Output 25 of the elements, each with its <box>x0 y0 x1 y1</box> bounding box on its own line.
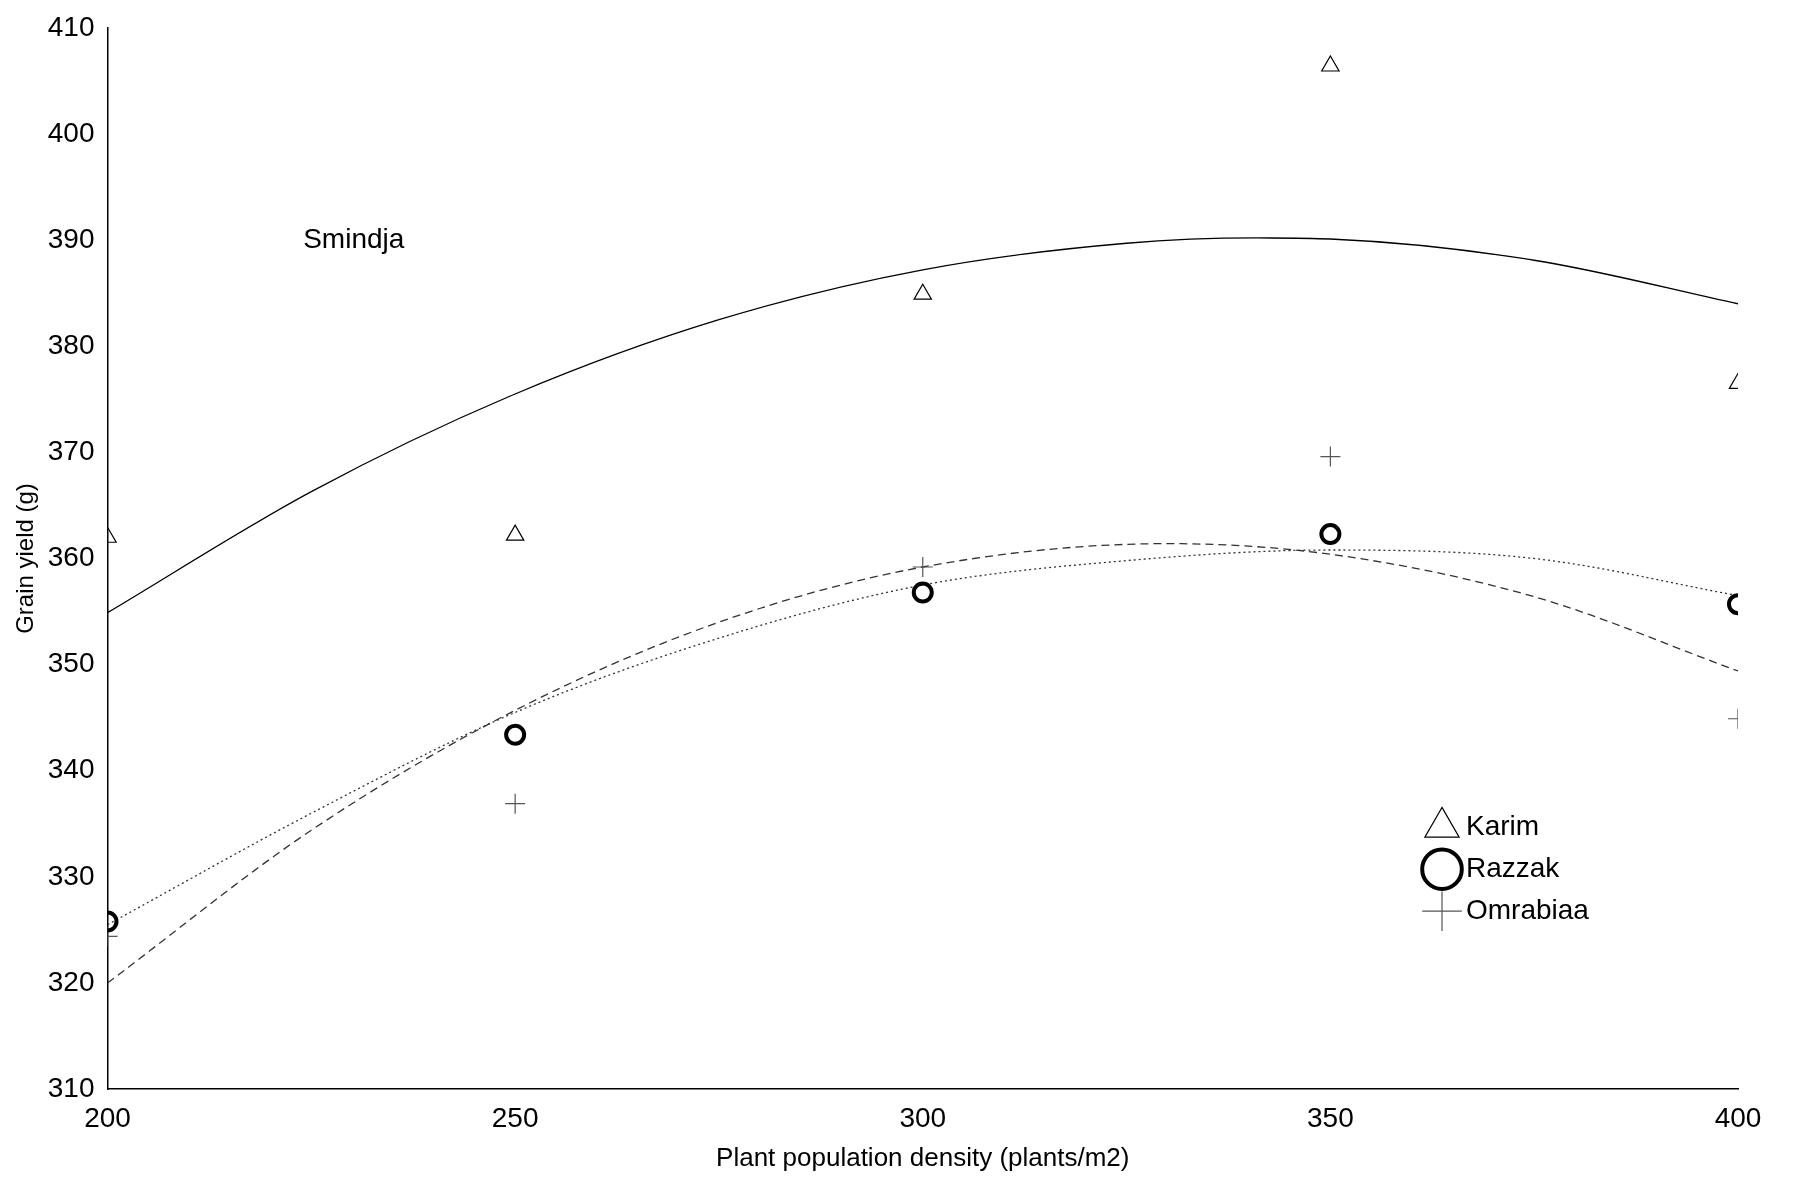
legend-label: Razzak <box>1466 851 1561 883</box>
y-tick-label: 390 <box>47 222 95 254</box>
point <box>912 556 934 578</box>
point <box>913 283 933 300</box>
y-tick-label: 400 <box>47 116 95 148</box>
legend-label: Omrabiaa <box>1466 893 1590 925</box>
x-tick-label: 200 <box>84 1101 131 1133</box>
y-tick-label: 330 <box>47 859 95 891</box>
y-tick-label: 370 <box>47 435 95 467</box>
x-tick-label: 300 <box>899 1101 947 1133</box>
y-tick-label: 350 <box>47 647 95 679</box>
point <box>911 581 934 604</box>
x-tick-label: 350 <box>1307 1101 1354 1133</box>
annotation: Smindja <box>303 222 405 254</box>
y-axis-title: Grain yield (g) <box>11 483 39 634</box>
y-tick-label: 380 <box>47 328 95 360</box>
y-tick-label: 320 <box>47 965 95 997</box>
x-tick-label: 400 <box>1714 1101 1762 1133</box>
x-tick-label: 250 <box>491 1101 539 1133</box>
y-tick-label: 360 <box>47 541 95 573</box>
y-tick-label: 340 <box>47 753 95 785</box>
legend-label: Karim <box>1466 809 1540 841</box>
y-tick-label: 310 <box>47 1071 95 1103</box>
x-axis-title: Plant population density (plants/m2) <box>716 1141 1130 1172</box>
y-tick-label: 410 <box>47 10 95 42</box>
